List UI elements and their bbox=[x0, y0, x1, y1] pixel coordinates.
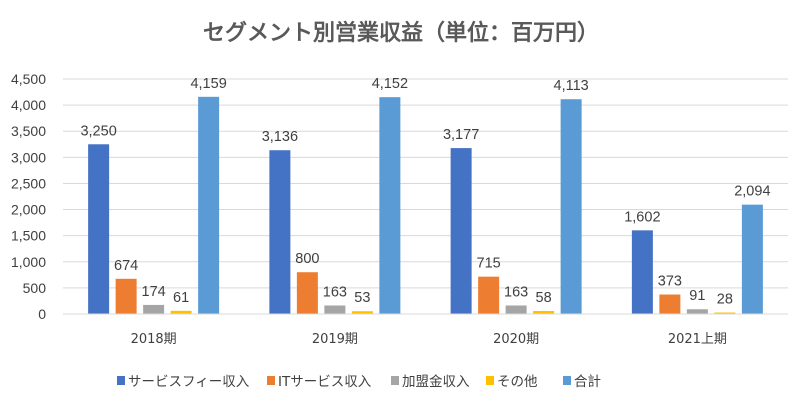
data-label: 3,250 bbox=[80, 123, 116, 139]
legend-swatch bbox=[117, 376, 125, 385]
bar-2-4 bbox=[659, 294, 681, 314]
bar-3-1 bbox=[143, 304, 165, 314]
legend-swatch bbox=[391, 376, 399, 385]
y-tick-label: 3,500 bbox=[11, 123, 46, 139]
legend-item: 合計 bbox=[563, 374, 601, 390]
data-label: 174 bbox=[142, 284, 166, 300]
data-label: 373 bbox=[658, 274, 682, 290]
bar-5-2 bbox=[379, 97, 401, 314]
data-label: 674 bbox=[114, 258, 138, 274]
data-label: 58 bbox=[536, 290, 552, 306]
y-axis: 0 500 1,000 1,500 2,000 2,500 3,000 3,500 4,000 4… bbox=[11, 71, 46, 322]
y-tick-label: 0 bbox=[38, 306, 46, 322]
legend-label: 加盟金収入 bbox=[402, 374, 470, 390]
bar-4-3 bbox=[533, 310, 555, 314]
bar-5-4 bbox=[741, 204, 763, 314]
bar-4-4 bbox=[714, 312, 736, 314]
y-tick-label: 2,500 bbox=[11, 175, 46, 191]
data-label: 53 bbox=[354, 290, 370, 306]
x-tick-label: 2020期 bbox=[493, 332, 539, 347]
bar-1-1 bbox=[88, 144, 110, 314]
bar-5-1 bbox=[198, 96, 220, 315]
legend-item: 加盟金収入 bbox=[391, 374, 470, 390]
y-tick-label: 1,500 bbox=[11, 228, 46, 244]
data-label: 91 bbox=[689, 288, 705, 304]
legend-label: サービスフィー収入 bbox=[128, 374, 250, 390]
legend-item: その他 bbox=[486, 374, 538, 390]
legend-item: サービスフィー収入 bbox=[117, 374, 250, 390]
data-label: 4,113 bbox=[554, 78, 589, 94]
legend-swatch bbox=[486, 376, 494, 385]
x-tick-label: 2018期 bbox=[131, 332, 177, 347]
bar-2-3 bbox=[478, 276, 500, 314]
y-tick-label: 1,000 bbox=[11, 254, 46, 270]
data-label: 3,136 bbox=[262, 129, 298, 145]
bar-5-3 bbox=[560, 99, 582, 315]
data-label: 1,602 bbox=[624, 209, 660, 225]
bar-3-3 bbox=[505, 305, 527, 314]
y-tick-label: 500 bbox=[23, 280, 47, 296]
gridlines bbox=[63, 78, 788, 315]
bar-4-1 bbox=[170, 310, 192, 314]
data-label: 800 bbox=[295, 251, 319, 267]
bar-2-1 bbox=[115, 278, 137, 314]
x-tick-label: 2019期 bbox=[312, 332, 358, 347]
data-label: 3,177 bbox=[443, 127, 479, 143]
y-tick-label: 2,000 bbox=[11, 202, 46, 218]
data-label: 715 bbox=[477, 256, 501, 272]
data-label: 163 bbox=[504, 284, 528, 300]
bar-1-3 bbox=[450, 148, 472, 314]
bar-3-2 bbox=[324, 305, 346, 314]
data-label: 61 bbox=[173, 290, 189, 306]
chart-title: セグメント別営業収益（単位：百万円） bbox=[203, 20, 599, 46]
bar-4-2 bbox=[351, 311, 373, 314]
legend-swatch bbox=[563, 376, 571, 385]
x-axis: 2018期 2019期 2020期 2021上期 bbox=[63, 313, 788, 347]
bar-2-2 bbox=[296, 272, 318, 314]
y-tick-label: 4,500 bbox=[11, 71, 46, 87]
legend-label: ITサービス収入 bbox=[278, 374, 372, 390]
legend-label: その他 bbox=[497, 374, 538, 390]
data-label: 4,159 bbox=[190, 76, 226, 92]
legend-swatch bbox=[267, 376, 275, 385]
data-label: 4,152 bbox=[372, 76, 408, 92]
data-label: 163 bbox=[323, 284, 347, 300]
x-tick-label: 2021上期 bbox=[668, 332, 727, 347]
legend-label: 合計 bbox=[574, 374, 601, 390]
legend-item: ITサービス収入 bbox=[267, 374, 372, 390]
y-tick-label: 4,000 bbox=[11, 97, 46, 113]
bar-1-4 bbox=[631, 230, 653, 314]
data-label: 2,094 bbox=[734, 184, 770, 200]
bar-1-2 bbox=[269, 150, 291, 314]
y-tick-label: 3,000 bbox=[11, 149, 46, 165]
legend: サービスフィー収入 ITサービス収入 加盟金収入 その他 合計 bbox=[117, 374, 601, 390]
bar-3-4 bbox=[686, 309, 708, 314]
data-label: 28 bbox=[717, 292, 733, 308]
bars bbox=[88, 96, 763, 315]
